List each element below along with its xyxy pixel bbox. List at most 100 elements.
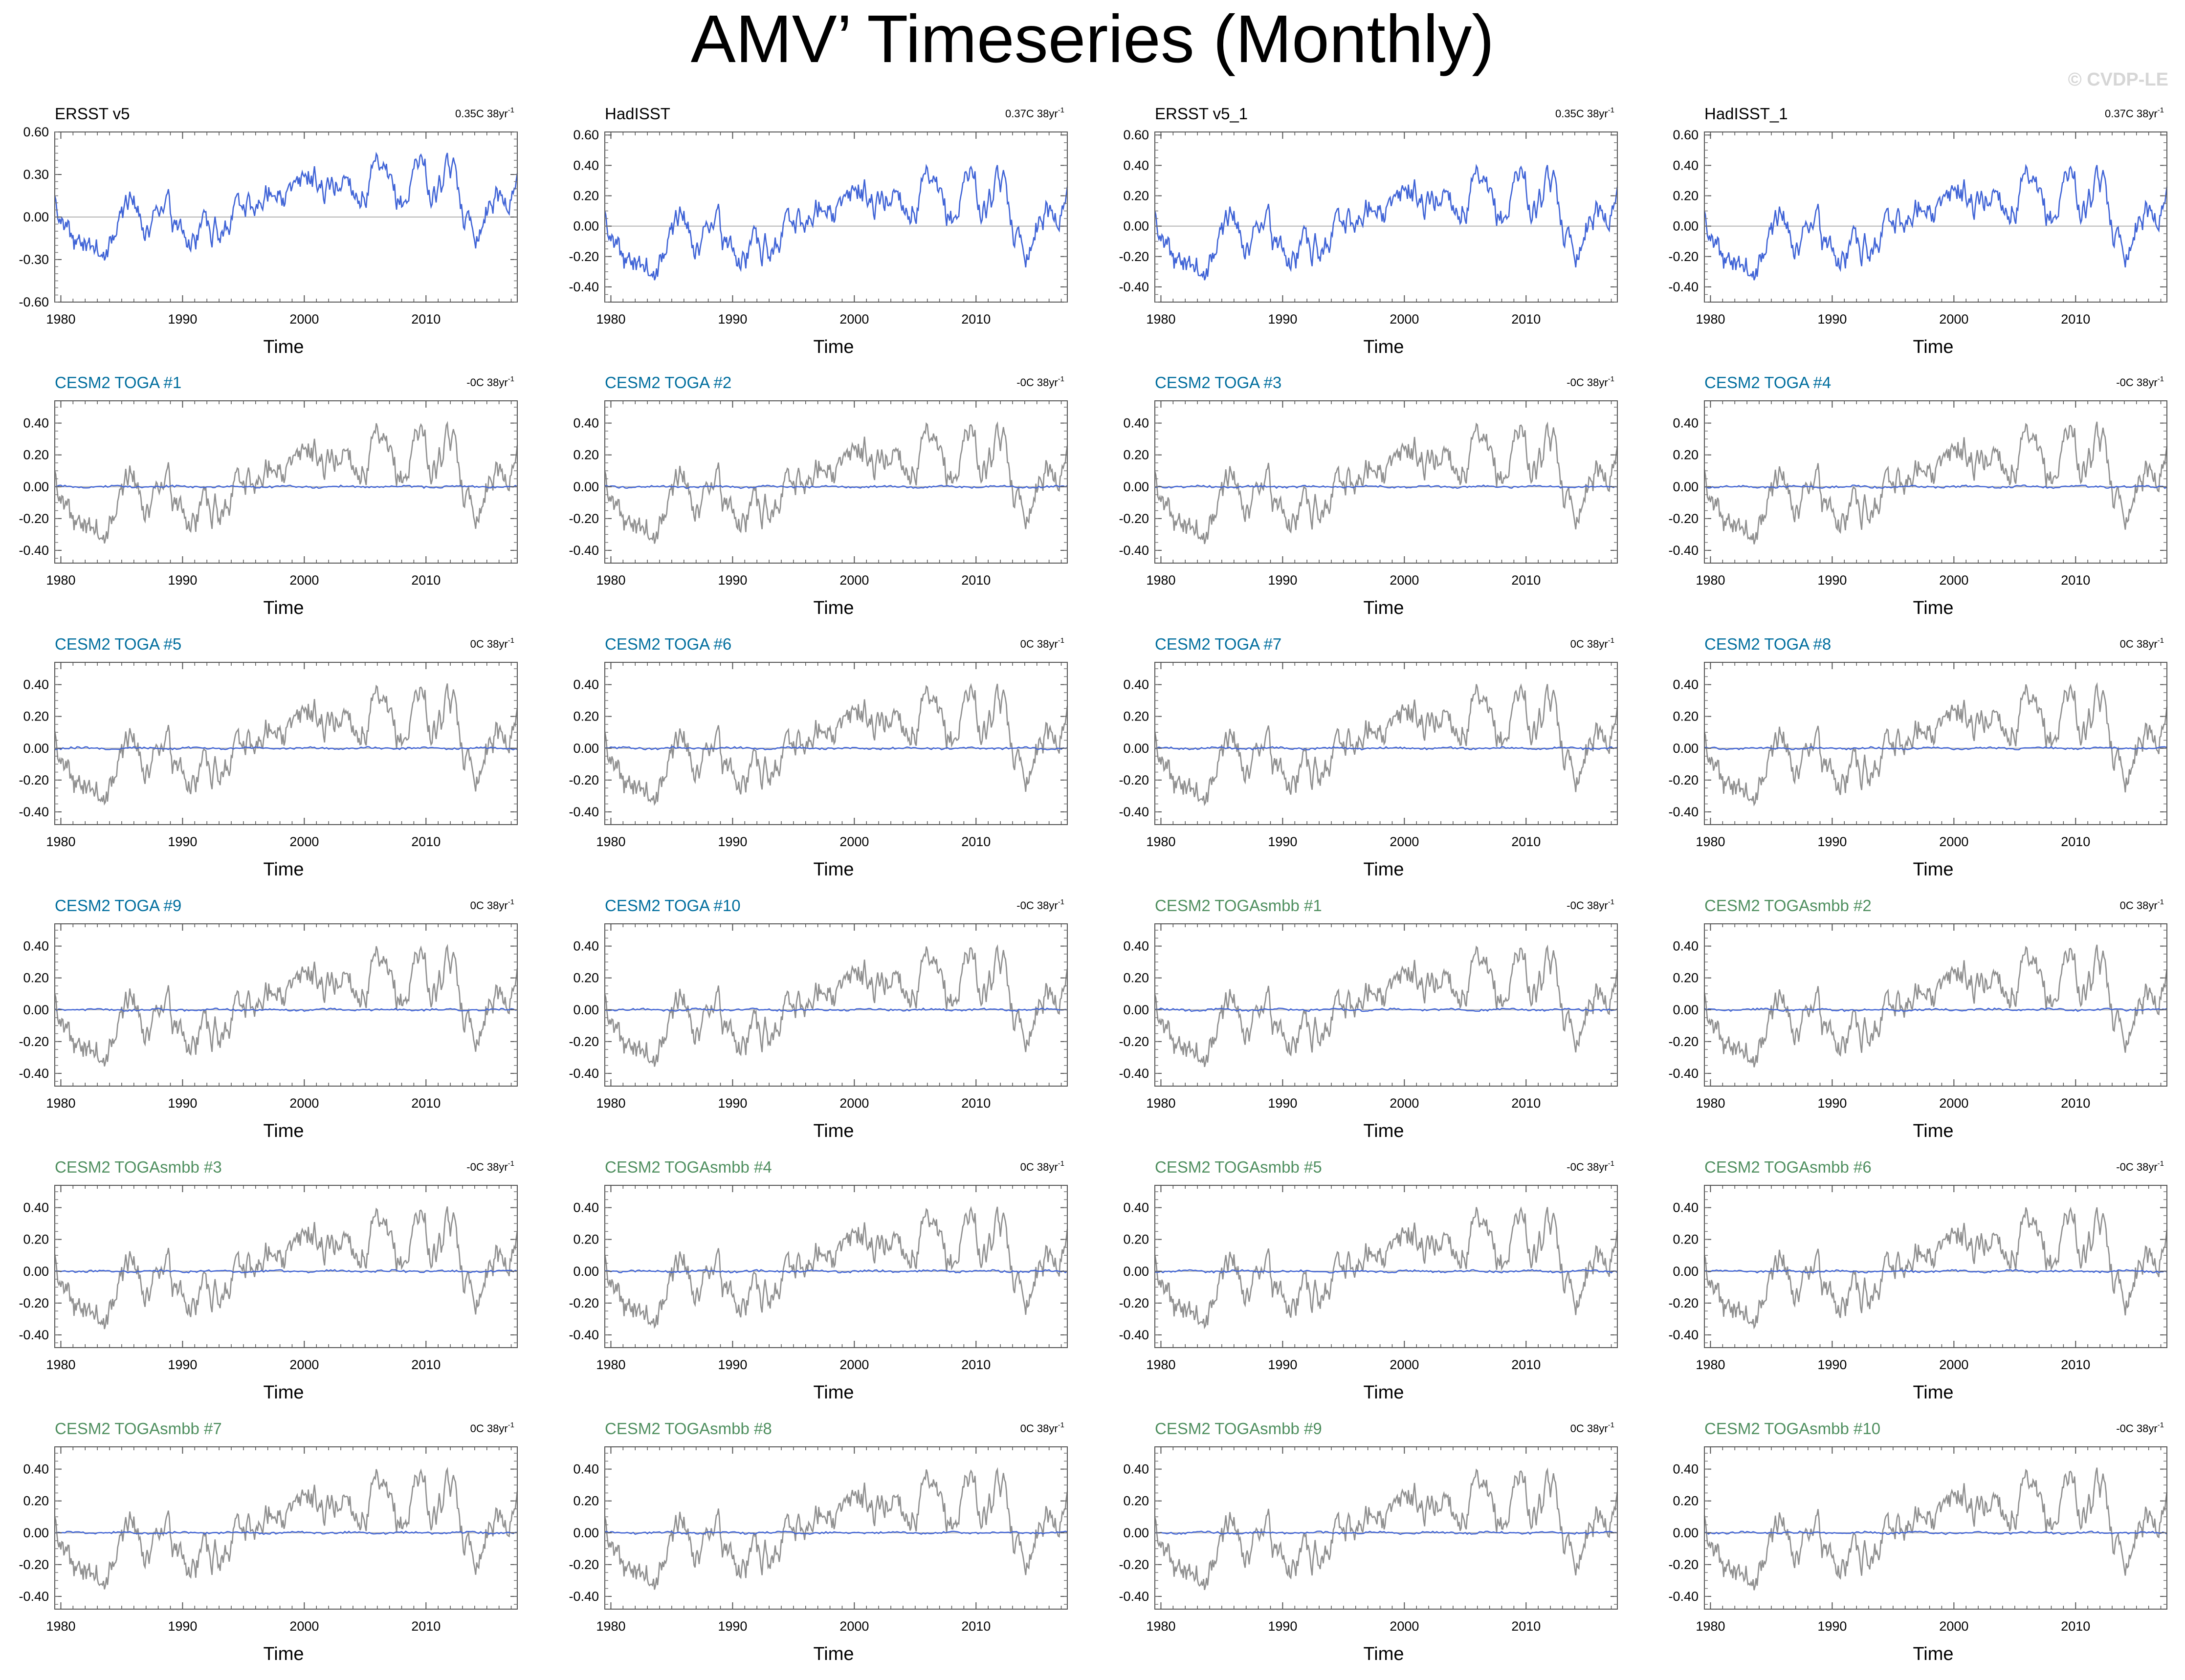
y-tick-label: 0.00	[1673, 219, 1699, 234]
trend-label: 0C 38yr-1	[470, 898, 514, 912]
y-tick-label: -0.40	[19, 543, 49, 558]
ensemble-mean-line	[1155, 1007, 1618, 1012]
x-tick-label: 1980	[1696, 312, 1725, 327]
y-tick-label: 0.20	[1673, 971, 1699, 985]
x-axis-label: Time	[263, 1121, 304, 1141]
x-tick-label: 1990	[1817, 312, 1847, 327]
x-tick-label: 1990	[718, 834, 747, 849]
y-tick-label: 0.00	[1123, 219, 1149, 234]
y-tick-label: 0.40	[1123, 416, 1149, 431]
plot-frame	[1704, 131, 2167, 303]
y-tick-label: 0.20	[573, 189, 599, 203]
x-tick-label: 1990	[718, 1357, 747, 1372]
member-series-line	[1703, 421, 2168, 545]
trend-label: 0C 38yr-1	[470, 636, 514, 650]
y-tick-label: 0.20	[573, 709, 599, 724]
panel-1: ERSST v5 0.35C 38yr-1 0.60 0.30 0.00 -0.30 -0.…	[19, 105, 518, 357]
x-axis-label: Time	[1363, 859, 1404, 880]
trend-label: 0C 38yr-1	[2120, 636, 2164, 650]
watermark: © CVDP-LE	[2068, 69, 2168, 90]
y-tick-label: 0.40	[573, 1200, 599, 1215]
x-tick-label: 1980	[596, 834, 625, 849]
x-tick-label: 2010	[1511, 1357, 1541, 1372]
y-tick-label: 0.40	[1673, 416, 1699, 431]
y-tick-label: 0.00	[23, 1264, 49, 1279]
y-tick-label: -0.20	[569, 773, 599, 787]
x-tick-label: 1980	[1146, 1619, 1175, 1634]
x-tick-label: 1980	[46, 1096, 75, 1111]
member-series-line	[54, 943, 518, 1067]
plot-frame	[54, 1185, 518, 1348]
trend-label: 0C 38yr-1	[470, 1421, 514, 1435]
y-tick-label: 0.20	[23, 709, 49, 724]
y-tick-label: -0.20	[19, 1557, 49, 1572]
y-tick-label: 0.40	[1123, 1200, 1149, 1215]
y-tick-label: 0.40	[573, 939, 599, 954]
y-tick-label: 0.00	[1123, 741, 1149, 756]
y-tick-label: -0.20	[1119, 1034, 1149, 1049]
member-series-line	[54, 1206, 518, 1330]
x-tick-label: 1990	[168, 573, 197, 588]
x-tick-label: 1990	[1817, 1096, 1847, 1111]
y-tick-label: -0.20	[1668, 1034, 1699, 1049]
x-tick-label: 2010	[961, 573, 991, 588]
y-tick-label: -0.40	[1668, 280, 1699, 294]
panel-6: CESM2 TOGA #2 -0C 38yr-1 0.40 0.20 0.00 -0.20…	[569, 373, 1068, 618]
x-tick-label: 1990	[1268, 1096, 1297, 1111]
x-axis-label: Time	[1913, 859, 1953, 880]
ensemble-mean-line	[54, 1269, 518, 1274]
y-tick-label: 0.20	[1123, 709, 1149, 724]
x-tick-label: 1980	[596, 1619, 625, 1634]
y-tick-label: 0.20	[573, 1494, 599, 1508]
x-axis-label: Time	[813, 859, 854, 880]
x-tick-label: 2010	[411, 1357, 441, 1372]
y-tick-label: -0.20	[19, 1034, 49, 1049]
trend-label: 0.35C 38yr-1	[455, 106, 514, 120]
plot-frame	[1704, 1446, 2167, 1610]
x-tick-label: 2010	[2061, 312, 2090, 327]
panel-24: CESM2 TOGAsmbb #10 -0C 38yr-1 0.40 0.20 0.00…	[1668, 1419, 2168, 1664]
ensemble-mean-line	[604, 746, 1068, 751]
y-tick-label: -0.20	[1119, 773, 1149, 787]
panel-10: CESM2 TOGA #6 0C 38yr-1 0.40 0.20 0.00 -0.20 -…	[569, 635, 1068, 880]
panel-title: CESM2 TOGAsmbb #1	[1155, 896, 1322, 915]
member-series-line	[1154, 683, 1618, 807]
x-tick-label: 1990	[1817, 573, 1847, 588]
x-tick-label: 1980	[596, 312, 625, 327]
x-tick-label: 1980	[1696, 834, 1725, 849]
plot-frame	[54, 662, 518, 825]
y-tick-label: 0.20	[1673, 709, 1699, 724]
y-tick-label: 0.20	[1673, 1232, 1699, 1247]
y-tick-label: 0.20	[573, 1232, 599, 1247]
y-tick-label: -0.40	[19, 1066, 49, 1081]
y-tick-label: 0.20	[1123, 1494, 1149, 1508]
x-tick-label: 2000	[1939, 1619, 1968, 1634]
x-axis-label: Time	[813, 1121, 854, 1141]
trend-label: 0C 38yr-1	[1570, 1421, 1614, 1435]
member-series-line	[1154, 421, 1618, 545]
plot-frame	[54, 1446, 518, 1610]
y-tick-label: -0.20	[1668, 249, 1699, 264]
x-tick-label: 1980	[1696, 573, 1725, 588]
x-tick-label: 1980	[46, 1357, 75, 1372]
ensemble-mean-line	[54, 1007, 518, 1012]
y-tick-label: 0.20	[23, 448, 49, 462]
panel-title: HadISST	[605, 105, 670, 123]
obs-series-line	[604, 164, 1068, 281]
x-tick-label: 2000	[289, 312, 319, 327]
y-tick-label: 0.00	[573, 219, 599, 234]
panel-title: CESM2 TOGAsmbb #6	[1704, 1158, 1872, 1176]
x-tick-label: 2000	[1390, 1096, 1419, 1111]
x-tick-label: 1990	[1268, 573, 1297, 588]
y-tick-label: -0.20	[1668, 773, 1699, 787]
y-tick-label: 0.00	[573, 741, 599, 756]
x-tick-label: 1990	[1268, 312, 1297, 327]
x-tick-label: 2010	[411, 834, 441, 849]
y-tick-label: -0.40	[569, 805, 599, 819]
x-tick-label: 2010	[961, 312, 991, 327]
y-tick-label: 0.00	[573, 1003, 599, 1017]
y-tick-label: 0.40	[1123, 677, 1149, 692]
x-tick-label: 2010	[1511, 1619, 1541, 1634]
ensemble-mean-line	[54, 746, 518, 751]
